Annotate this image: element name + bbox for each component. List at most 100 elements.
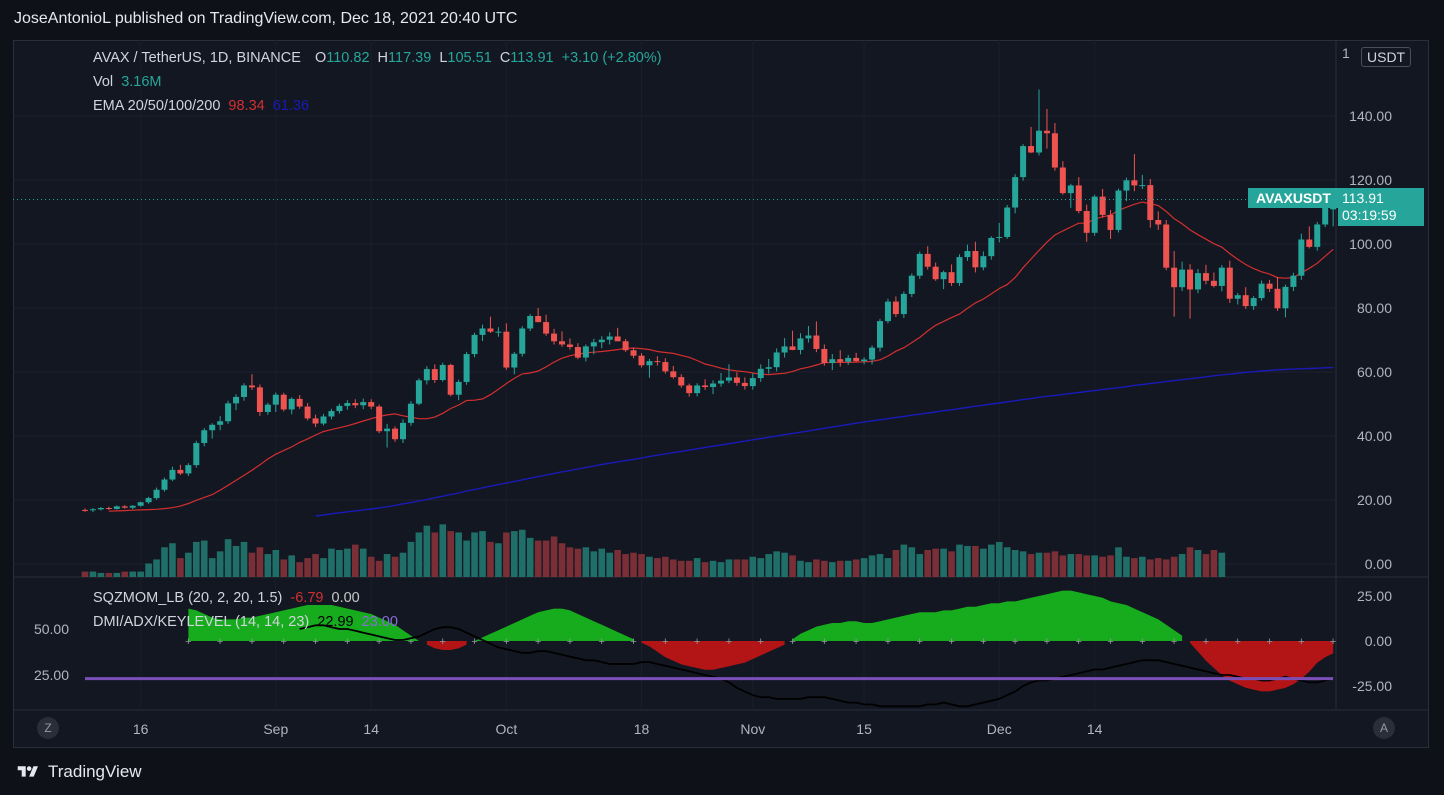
candle-body	[82, 509, 88, 511]
candle-body	[535, 316, 542, 323]
candle-body	[487, 328, 494, 332]
volume-bar	[407, 541, 415, 577]
sqz-label[interactable]: SQZMOM_LB (20, 2, 20, 1.5)	[93, 590, 283, 606]
volume-bar	[813, 559, 820, 577]
volume-legend: Vol 3.16M	[93, 74, 166, 90]
candle-body	[988, 237, 995, 257]
sqz-axis-label: -25.00	[1352, 678, 1392, 694]
volume-bar	[638, 554, 645, 577]
candle-body	[233, 396, 240, 404]
sqz-negative-area	[641, 641, 785, 670]
auto-scale-button[interactable]: A	[1373, 717, 1395, 739]
candle-body	[606, 336, 613, 340]
candle-body	[1067, 185, 1074, 194]
zoom-button[interactable]: Z	[37, 717, 59, 739]
volume-bar	[1147, 559, 1154, 577]
volume-bar	[224, 539, 232, 577]
sqz-zero-marker: +	[821, 636, 827, 648]
volume-bar	[89, 571, 97, 577]
candle-body	[113, 506, 120, 509]
sqz-zero-marker: +	[599, 636, 605, 648]
volume-bar	[662, 556, 669, 577]
x-tick-label: 14	[1087, 721, 1103, 737]
volume-bar	[503, 532, 510, 577]
candle-body	[471, 334, 478, 355]
candle-body	[654, 361, 661, 363]
sqz-zero-marker: +	[1076, 636, 1082, 648]
volume-bar	[1154, 558, 1162, 577]
candle-body	[733, 377, 740, 383]
volume-bar	[789, 555, 796, 577]
candle-body	[916, 253, 923, 276]
volume-bar	[367, 556, 375, 577]
volume-bar	[336, 550, 343, 577]
volume-bar	[1123, 556, 1130, 577]
candle-body	[153, 489, 160, 499]
volume-bar	[1162, 559, 1170, 577]
candle-body	[813, 335, 820, 349]
candle-body	[304, 406, 311, 419]
brand-name[interactable]: TradingView	[48, 762, 142, 781]
symbol-title[interactable]: AVAX / TetherUS, 1D, BINANCE	[93, 50, 301, 66]
y-tick-label: 20.00	[1357, 492, 1392, 508]
candle-body	[1107, 214, 1114, 230]
candle-body	[1274, 288, 1281, 309]
candle-body	[964, 251, 971, 258]
candle-body	[1043, 130, 1050, 134]
candle-body	[264, 404, 271, 412]
candle-body	[622, 341, 629, 351]
volume-bar	[328, 548, 335, 577]
volume-bar	[415, 532, 423, 577]
candle-body	[1314, 224, 1321, 247]
volume-bar	[288, 555, 295, 577]
volume-bar	[487, 541, 494, 577]
candle-body	[940, 272, 947, 280]
candle-body	[503, 331, 510, 368]
volume-bar	[1202, 554, 1210, 577]
candle-body	[241, 385, 247, 397]
volume-bar	[1035, 552, 1043, 577]
volume-bar	[352, 544, 359, 577]
volume-bar	[1218, 552, 1226, 577]
candle-body	[1266, 283, 1273, 289]
sqz-zero-value: 0.00	[331, 590, 360, 606]
sqz-axis-label: 25.00	[1357, 588, 1392, 604]
volume-bar	[431, 532, 439, 577]
volume-bar	[614, 550, 621, 577]
volume-bar	[646, 556, 653, 577]
sqz-zero-marker: +	[917, 636, 923, 648]
volume-bar	[701, 562, 709, 577]
volume-bar	[1099, 556, 1106, 577]
candle-body	[718, 380, 724, 384]
keylevel-value: 23.00	[361, 614, 398, 630]
volume-bar	[717, 562, 725, 577]
candle-body	[853, 357, 860, 362]
candle-body	[1099, 196, 1106, 215]
candle-body	[1290, 275, 1297, 287]
candle-body	[630, 350, 637, 356]
candle-body	[829, 359, 836, 364]
candle-body	[1306, 239, 1313, 247]
volume-bar	[860, 558, 868, 577]
candle-body	[1083, 211, 1090, 233]
footer: TradingView	[14, 762, 142, 782]
volume-label[interactable]: Vol	[93, 74, 114, 90]
sqz-positive-area	[792, 590, 1183, 641]
high-label: H	[377, 50, 389, 66]
volume-bar	[272, 550, 280, 577]
volume-bar	[161, 547, 168, 577]
volume-bar	[685, 560, 693, 577]
volume-bar	[630, 552, 637, 577]
volume-bar	[129, 571, 136, 577]
volume-bar	[781, 552, 788, 577]
candle-body	[662, 362, 669, 372]
volume-bar	[1059, 555, 1067, 577]
chart-canvas[interactable]: 0.0020.0040.0060.0080.00100.00120.00140.…	[13, 40, 1429, 748]
volume-bar	[359, 548, 367, 577]
currency-selector[interactable]: USDT	[1361, 47, 1412, 67]
dmi-label[interactable]: DMI/ADX/KEYLEVEL (14, 14, 23)	[93, 614, 310, 630]
candle-body	[1187, 269, 1194, 290]
ema-label[interactable]: EMA 20/50/100/200	[93, 98, 221, 114]
candle-body	[217, 421, 224, 425]
sqz-zero-marker: +	[789, 636, 795, 648]
